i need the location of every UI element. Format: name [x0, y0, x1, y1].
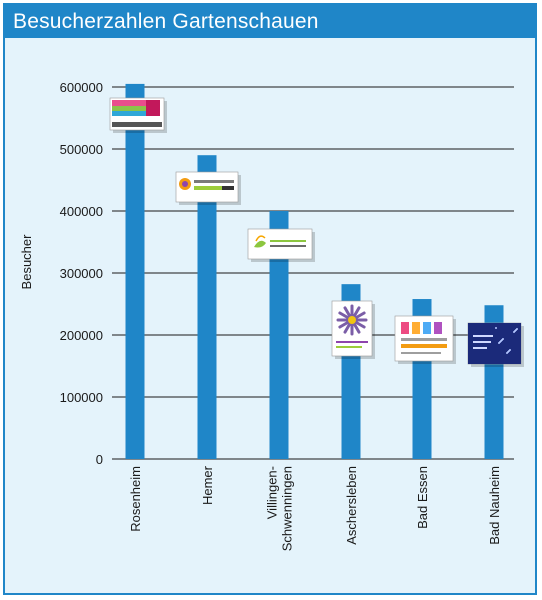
y-tick-label: 0	[96, 452, 103, 467]
aschersleben-logo-icon	[331, 300, 375, 359]
chart-frame: Besucherzahlen Gartenschauen	[3, 3, 537, 595]
category-label: Schwenningen	[280, 466, 295, 551]
y-tick-label: 500000	[60, 142, 103, 157]
bad-essen-logo-icon	[394, 315, 456, 364]
y-axis-label: Besucher	[19, 234, 34, 290]
category-label: Bad Essen	[415, 466, 430, 529]
category-label: Aschersleben	[344, 466, 359, 545]
bar	[197, 155, 217, 459]
y-tick-label: 400000	[60, 204, 103, 219]
y-tick-label: 300000	[60, 266, 103, 281]
category-label: Hemer	[200, 465, 215, 505]
rosenheim-logo-icon	[109, 97, 167, 133]
category-label: Bad Nauheim	[487, 466, 502, 545]
chart-title: Besucherzahlen Gartenschauen	[5, 5, 535, 38]
bar	[269, 211, 289, 459]
hemer-logo-icon	[175, 171, 241, 205]
y-tick-label: 100000	[60, 390, 103, 405]
villingen-logo-icon	[247, 228, 315, 262]
category-label: Villingen-	[265, 466, 280, 519]
y-tick-label: 600000	[60, 80, 103, 95]
y-tick-label: 200000	[60, 328, 103, 343]
category-label: Rosenheim	[128, 466, 143, 532]
bar	[125, 83, 145, 460]
bad-nauheim-logo-icon	[467, 322, 524, 367]
